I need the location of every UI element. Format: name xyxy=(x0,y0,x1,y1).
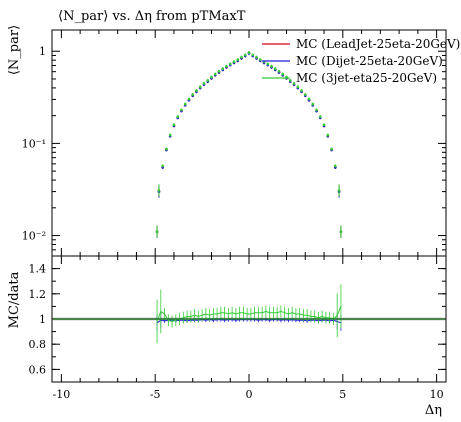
data-point xyxy=(240,55,243,59)
data-point xyxy=(258,58,262,61)
data-point xyxy=(277,69,281,73)
y-tick-label: 10⁻¹ xyxy=(22,137,46,150)
data-point xyxy=(270,64,273,68)
data-point xyxy=(322,123,326,127)
ratio-series-group xyxy=(53,284,445,344)
x-tick-label: -5 xyxy=(150,388,161,401)
data-point xyxy=(213,72,217,76)
data-point xyxy=(247,51,251,54)
data-point xyxy=(330,147,333,151)
data-point xyxy=(307,97,311,101)
data-point xyxy=(339,230,343,234)
data-point xyxy=(243,53,247,57)
ratio-panel: 0.6 0.8 1 1.2 1.4 -10 -5 0 5 10 MC/data Δη xyxy=(7,255,447,418)
data-point xyxy=(300,89,303,92)
data-point xyxy=(228,62,232,66)
x-tick-label: 5 xyxy=(339,388,346,401)
data-point xyxy=(221,67,225,70)
ratio-y-tick-label: 1.2 xyxy=(29,288,47,301)
data-point xyxy=(292,82,296,85)
data-point xyxy=(296,85,300,89)
data-point xyxy=(255,55,258,59)
ratio-axis-ticks: 0.6 0.8 1 1.2 1.4 -10 -5 0 5 10 xyxy=(29,256,446,401)
data-point xyxy=(195,89,198,92)
main-ylabel: ⟨N_par⟩ xyxy=(7,25,22,75)
x-axis-label: Δη xyxy=(425,403,442,418)
data-point xyxy=(281,72,285,76)
data-point xyxy=(157,188,161,192)
ratio-ylabel: MC/data xyxy=(7,271,22,328)
data-point xyxy=(315,108,318,112)
ratio-y-tick-label: 0.8 xyxy=(29,338,47,351)
data-point xyxy=(155,230,159,234)
data-point xyxy=(225,64,228,68)
x-tick-label: -10 xyxy=(53,388,71,401)
data-point xyxy=(288,79,292,82)
ratio-y-tick-label: 0.6 xyxy=(29,363,47,376)
ratio-y-tick-label: 1 xyxy=(39,313,46,326)
x-tick-label: 0 xyxy=(246,388,253,401)
data-point xyxy=(183,102,187,106)
legend-label: MC (LeadJet-25eta-20GeV) xyxy=(296,37,460,51)
data-point xyxy=(191,93,195,96)
data-point xyxy=(210,75,213,79)
y-tick-label: 1 xyxy=(39,45,46,58)
main-frame xyxy=(51,29,447,257)
main-axis-ticks: 10⁻² 10⁻¹ 1 xyxy=(22,30,446,257)
data-point xyxy=(187,97,191,101)
data-point xyxy=(202,82,206,85)
main-series-group xyxy=(155,50,343,238)
data-point xyxy=(176,115,180,118)
data-point xyxy=(172,123,176,127)
legend-label: MC (3jet-eta25-20GeV) xyxy=(296,71,437,85)
data-point xyxy=(311,102,315,106)
legend: MC (LeadJet-25eta-20GeV) MC (Dijet-25eta-… xyxy=(262,37,460,85)
data-point xyxy=(198,85,202,89)
ratio-line xyxy=(156,306,342,323)
data-point xyxy=(251,53,255,57)
data-point xyxy=(266,62,270,66)
data-point xyxy=(168,133,172,137)
x-tick-label: 10 xyxy=(430,388,444,401)
series-2 xyxy=(155,50,343,238)
data-point xyxy=(206,79,210,82)
data-point xyxy=(165,147,168,151)
data-point xyxy=(326,133,330,137)
main-panel: 10⁻² 10⁻¹ 1 ⟨N_par⟩ MC (LeadJet-25eta-20Ge… xyxy=(7,25,460,257)
ratio-y-tick-label: 1.4 xyxy=(29,263,47,276)
data-point xyxy=(161,164,164,168)
y-tick-label: 10⁻² xyxy=(22,230,46,243)
data-point xyxy=(236,58,240,61)
chart-title: ⟨N_par⟩ vs. Δη from pTMaxT xyxy=(58,9,246,24)
legend-label: MC (Dijet-25eta-20GeV) xyxy=(296,54,443,68)
data-point xyxy=(273,67,277,70)
data-point xyxy=(334,164,337,168)
data-point xyxy=(318,115,322,118)
data-point xyxy=(303,93,307,96)
data-point xyxy=(337,188,341,192)
data-point xyxy=(217,69,221,73)
data-point xyxy=(232,60,236,63)
data-point xyxy=(180,108,183,112)
